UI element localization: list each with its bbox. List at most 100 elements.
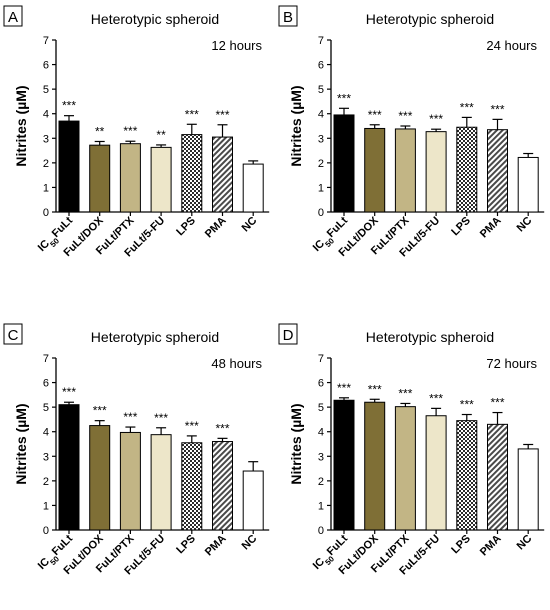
significance-marker: *** [215,421,229,435]
y-axis-label: Nitrites (µM) [288,85,304,166]
x-tick-label: NC [515,215,535,235]
y-tick-label: 0 [43,525,49,537]
panel-letter: C [8,327,19,344]
y-tick-label: 1 [318,182,324,194]
y-tick-label: 0 [318,207,324,219]
y-tick-label: 3 [318,451,324,463]
significance-marker: *** [215,108,229,122]
panel-letter-box [278,5,298,27]
y-tick-label: 5 [318,84,324,96]
y-tick-label: 3 [43,133,49,145]
x-tick-label-main: NC [240,215,260,235]
y-tick-label: 5 [43,84,49,96]
significance-marker: *** [123,124,137,138]
significance-marker: *** [368,382,382,396]
panel-letter: D [283,327,294,344]
bar-nc [517,156,539,213]
bar-lps [456,420,478,531]
significance-marker: *** [398,109,412,123]
bar-fult-dox [89,144,111,213]
y-tick-label: 4 [43,109,49,121]
y-tick-label: 7 [43,35,49,47]
x-tick-label-tail: FuLt [325,214,351,240]
bar-pma [212,136,233,213]
x-tick-label-main: LPS [174,215,198,239]
y-tick-label: 7 [43,353,49,365]
chart-title: Heterotypic spheroid [366,329,494,345]
x-tick-label: LPS [174,533,198,557]
x-tick-label: NC [240,215,260,235]
x-tick-label: LPS [449,533,473,557]
y-axis-label: Nitrites (µM) [288,403,304,484]
x-tick-label: PMA [478,215,504,241]
significance-marker: ** [156,128,166,142]
bar-fult-ptx [119,143,141,213]
time-label: 24 hours [486,38,537,53]
bar-fult-ptx [394,128,416,213]
significance-marker: *** [185,107,199,121]
y-tick-label: 0 [43,207,49,219]
y-tick-label: 1 [318,500,324,512]
y-tick-label: 2 [318,158,324,170]
panel-c: C Heterotypic spheroid 48 hours Nitrites (µ… [3,323,270,577]
y-tick-label: 1 [43,182,49,194]
bar-ic50fult [58,120,80,213]
x-tick-label-main: LPS [449,215,473,239]
significance-marker: *** [429,391,443,405]
significance-marker: *** [490,396,504,410]
time-label: 48 hours [211,356,262,371]
x-tick-label-tail: FuLt [50,214,76,240]
panel-letter: B [283,9,293,26]
chart-title: Heterotypic spheroid [91,329,219,345]
significance-marker: *** [337,381,351,395]
time-label: 72 hours [486,356,537,371]
bar-nc [517,448,539,531]
bar-fult-ptx [394,406,416,531]
y-tick-label: 6 [318,378,324,390]
significance-marker: *** [62,385,76,399]
bar-fult-5-fu [150,434,172,531]
y-axis-label: Nitrites (µM) [13,403,29,484]
y-tick-label: 4 [43,427,49,439]
chart-title: Heterotypic spheroid [366,11,494,27]
bar-pma [487,129,508,213]
y-tick-label: 4 [318,109,324,121]
significance-marker: *** [460,398,474,412]
x-tick-label-main: NC [515,533,535,553]
bar-pma [487,423,508,531]
y-tick-label: 5 [43,402,49,414]
bar-fult-ptx [119,431,141,531]
y-tick-label: 6 [43,378,49,390]
x-tick-label-main: PMA [203,533,229,559]
x-tick-label-tail: FuLt [325,532,351,558]
significance-marker: *** [337,91,351,105]
significance-marker: *** [154,411,168,425]
significance-marker: *** [490,102,504,116]
y-tick-label: 5 [318,402,324,414]
y-tick-label: 1 [43,500,49,512]
panel-a: A Heterotypic spheroid 12 hours Nitrites (µ… [3,5,270,259]
bar-fult-5-fu [425,415,447,531]
y-tick-label: 3 [318,133,324,145]
bar-ic50fult [333,114,355,213]
panel-d: D Heterotypic spheroid 72 hours Nitrites (µ… [278,323,545,577]
bar-lps [456,126,478,213]
panel-letter-box [3,5,23,27]
y-tick-label: 6 [318,60,324,72]
x-tick-label: PMA [203,533,229,559]
y-tick-label: 0 [318,525,324,537]
y-tick-label: 2 [318,476,324,488]
bar-lps [181,134,203,213]
significance-marker: *** [398,386,412,400]
bar-fult-dox [364,127,386,213]
panel-b: B Heterotypic spheroid 24 hours Nitrites (µ… [278,5,545,259]
significance-marker: *** [429,112,443,126]
bar-ic50fult [333,399,355,531]
significance-marker: *** [460,100,474,114]
x-tick-label-main: NC [515,215,535,235]
bar-ic50fult [58,404,80,531]
x-tick-label-main: PMA [478,533,504,559]
time-label: 12 hours [211,38,262,53]
x-tick-label: NC [240,533,260,553]
